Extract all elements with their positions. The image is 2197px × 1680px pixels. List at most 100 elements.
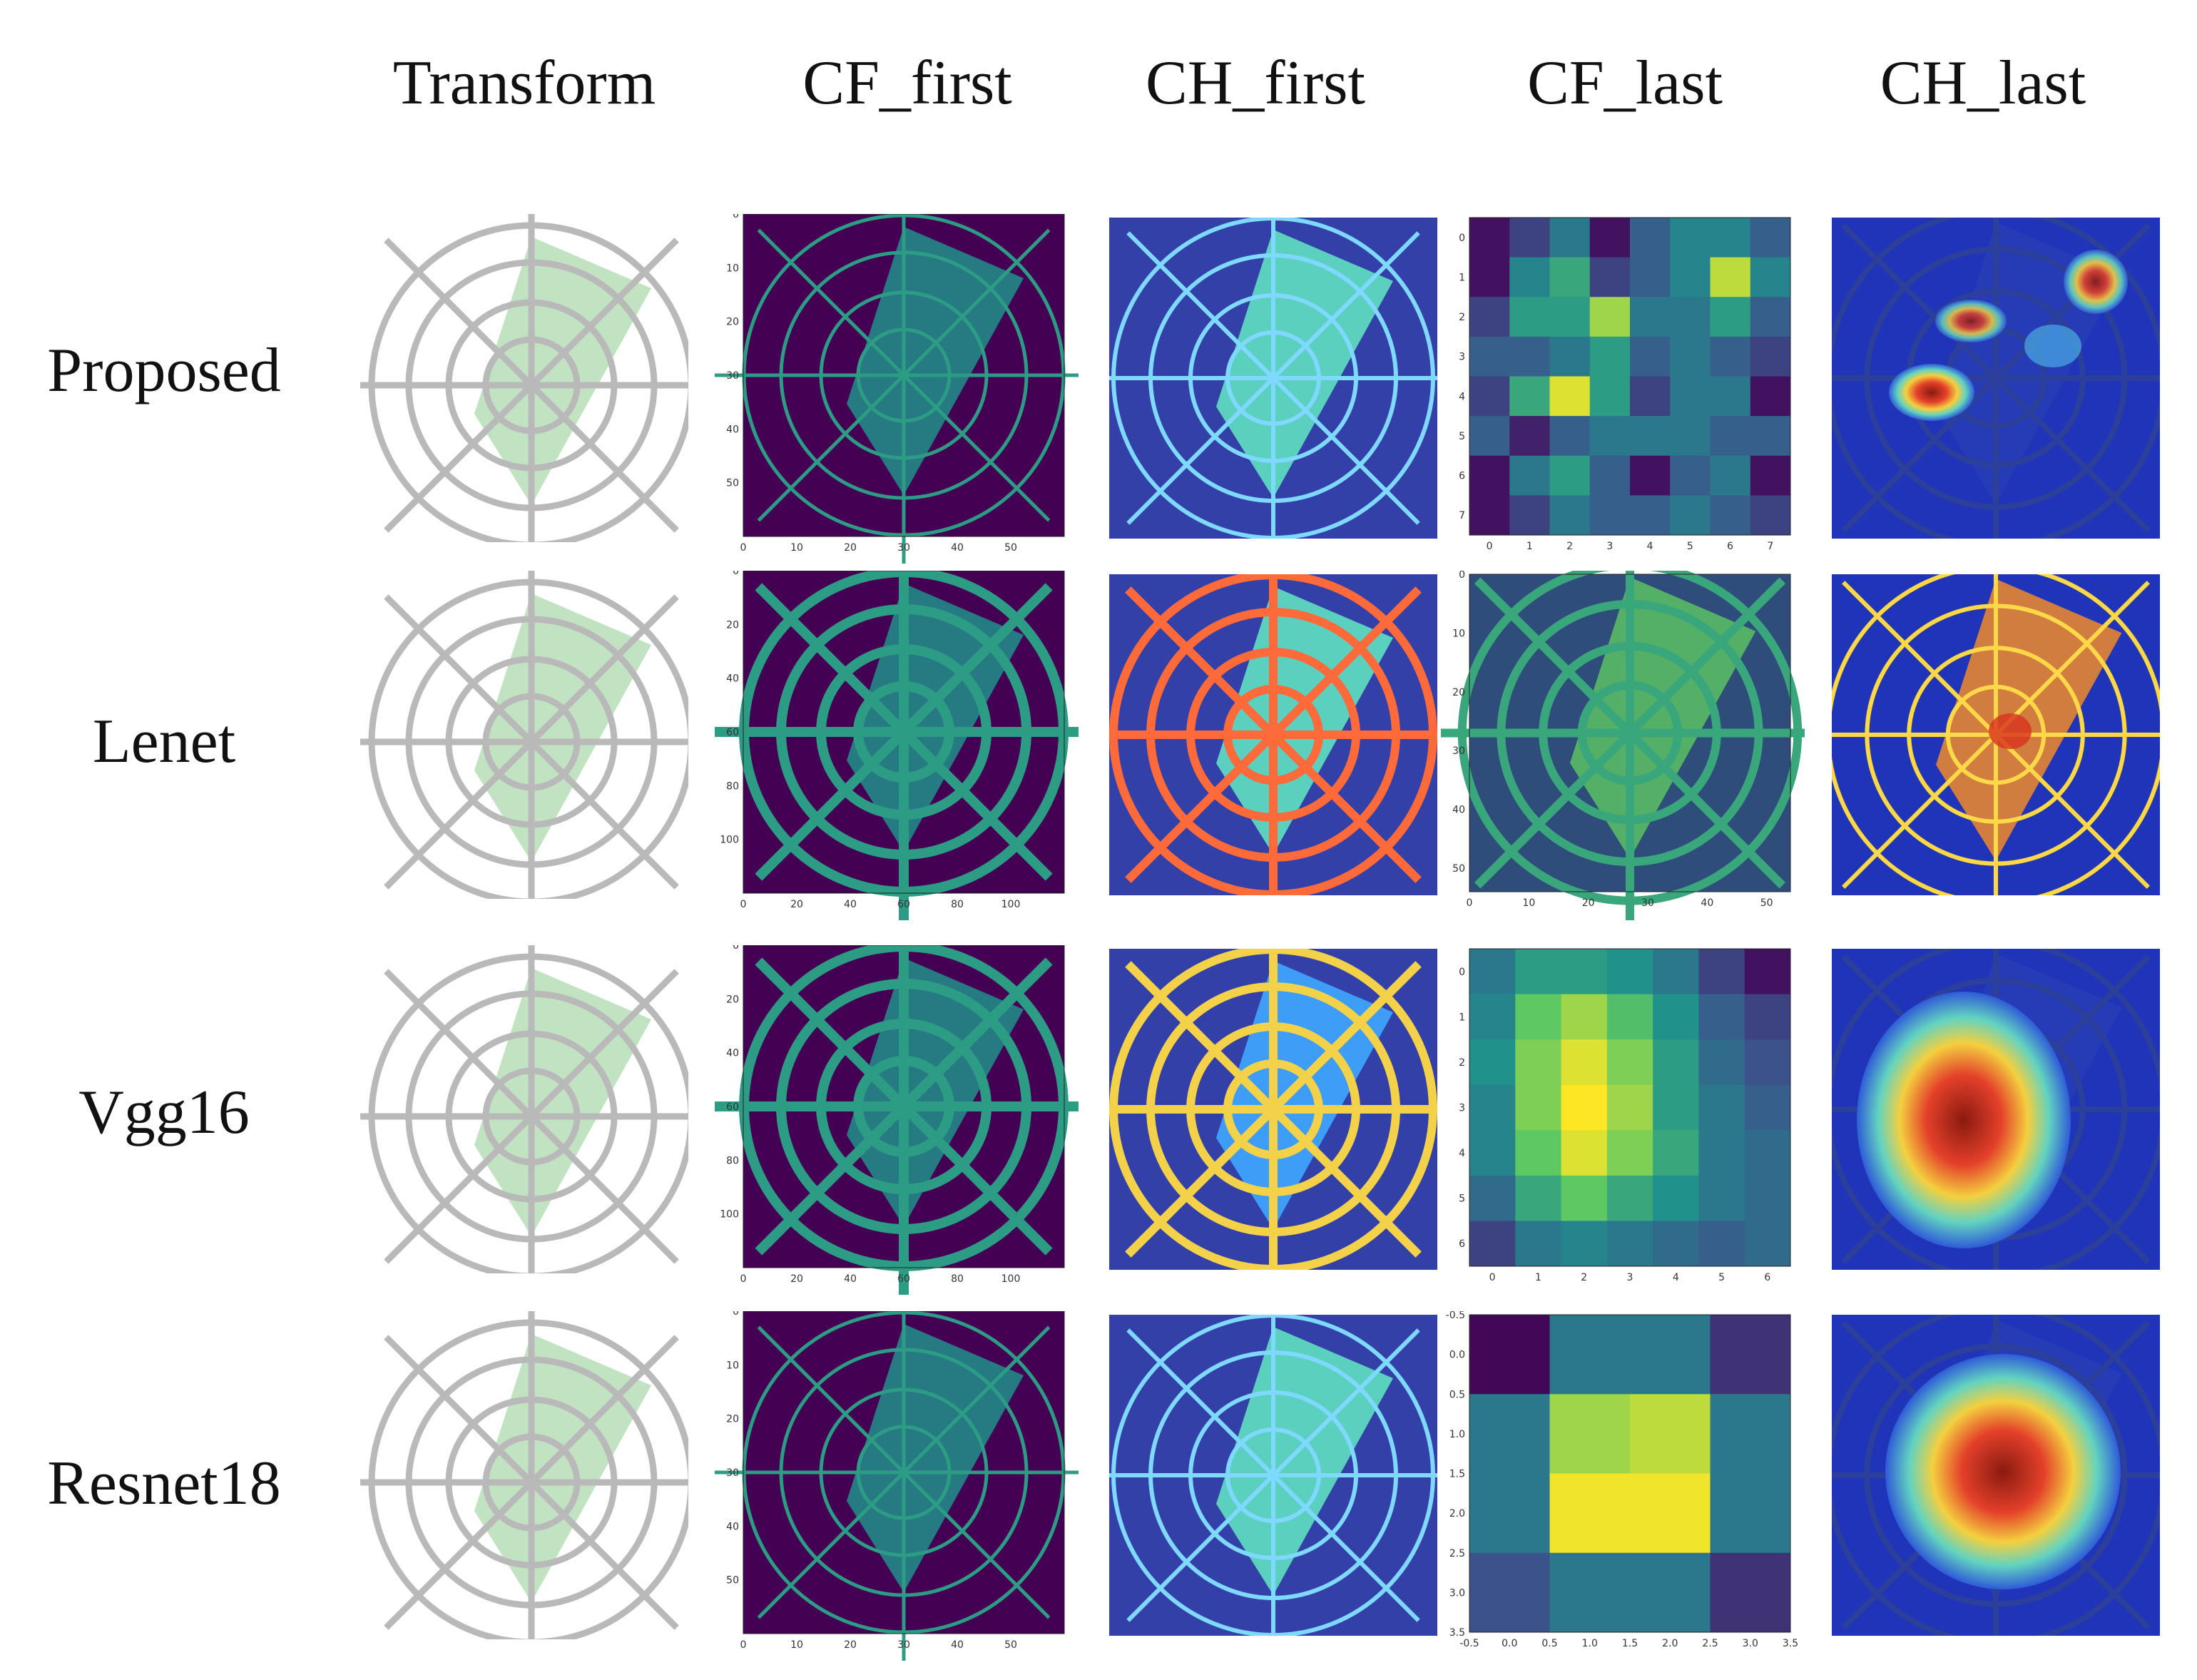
proposed-cf-first-xtick: 10 [790,542,803,554]
resnet18-cf-last-cell [1549,1473,1631,1554]
vgg16-transform-panel [360,945,688,1273]
resnet18-cf-first-ytick: 40 [726,1521,739,1532]
vgg16-cf-last-xtick: 3 [1627,1272,1633,1283]
proposed-transform-spoke-3 [384,238,679,533]
proposed-cf-last-cell [1469,257,1510,297]
vgg16-cf-first-xtick: 0 [740,1273,747,1285]
resnet18-cf-last-xtick: 1.0 [1582,1638,1598,1649]
vgg16-cf-first-ytick: 40 [726,1048,739,1059]
proposed-cf-first-xtick: 20 [844,542,857,554]
proposed-cf-last-ytick: 7 [1459,510,1465,521]
vgg16-cf-last-cell [1653,1130,1699,1176]
vgg16-cf-last-cell [1698,1084,1745,1131]
lenet-cf-last-ytick: 10 [1452,628,1465,639]
vgg16-ch-last-panel [1832,949,2160,1270]
vgg16-cf-first-spoke-3 [755,957,1053,1256]
column-header-cf-last: CF_last [1527,49,1723,118]
lenet-cf-last-ytick: 40 [1452,805,1465,816]
resnet18-ch-first-spoke-3 [1126,1328,1420,1622]
proposed-cf-last-cell [1589,336,1631,377]
proposed-cf-last-cell [1670,336,1711,377]
vgg16-cf-first-panel: 0 20 40 60 80 100 0 20 40 60 80 100 [715,945,1079,1295]
lenet-cf-last-panel: 0 10 20 30 40 50 0 10 20 30 40 50 [1441,571,1805,920]
proposed-cf-first-spoke-3 [757,228,1051,522]
proposed-cf-last-cell [1710,218,1751,258]
proposed-ch-last-panel [1832,218,2160,539]
vgg16-cf-last-cell [1698,1039,1745,1086]
vgg16-cf-last-cell [1744,1084,1791,1131]
vgg16-cf-last-cell [1515,1039,1562,1086]
row-label-lenet: Lenet [92,707,236,776]
vgg16-cf-last-cell [1653,949,1699,995]
resnet18-cf-last-ytick: -0.5 [1446,1311,1465,1321]
proposed-cf-last-cell [1469,495,1510,536]
proposed-cf-last-cell [1589,257,1631,297]
vgg16-cf-last-cell [1515,1221,1562,1267]
proposed-cf-first-ytick: 20 [726,317,739,328]
proposed-cf-last-cell [1710,297,1751,337]
resnet18-cf-last-cell [1549,1315,1631,1395]
proposed-cf-last-cell [1630,257,1671,297]
lenet-cf-first-ytick: 20 [726,619,739,631]
resnet18-ch-first-panel [1109,1315,1437,1636]
vgg16-cf-last-cell [1561,994,1608,1040]
proposed-cf-last-cell [1549,257,1591,297]
vgg16-cf-last-cell [1561,1039,1608,1086]
row-label-resnet18: Resnet18 [47,1449,281,1518]
vgg16-cf-last-cell [1653,1084,1699,1131]
vgg16-cf-last-ytick: 5 [1459,1193,1465,1205]
vgg16-cf-last-cell [1606,994,1653,1040]
resnet18-ch-last-hotspot [1885,1354,2121,1589]
resnet18-cf-first-xtick: 50 [1004,1639,1017,1651]
resnet18-cf-first-ytick: 30 [726,1467,739,1479]
vgg16-cf-last-cell [1606,1084,1653,1131]
resnet18-cf-last-cell [1549,1394,1631,1474]
proposed-cf-last-xtick: 5 [1687,541,1693,552]
vgg16-cf-last-cell [1469,1130,1516,1176]
vgg16-cf-first-ytick: 20 [726,994,739,1005]
resnet18-cf-last-panel: -0.5 0.0 0.5 1.0 1.5 2.0 2.5 3.0 3.5 -0.5 0.0 0.5 1.… [1441,1311,1805,1661]
lenet-cf-last-xtick: 10 [1522,897,1535,909]
proposed-cf-last-xtick: 0 [1487,541,1493,552]
row-label-proposed: Proposed [47,336,281,405]
vgg16-cf-last-cell [1606,1039,1653,1086]
vgg16-cf-last-xtick: 5 [1718,1272,1725,1283]
proposed-cf-first-xtick: 40 [951,542,964,554]
vgg16-cf-last-cell [1469,1221,1516,1267]
resnet18-cf-last-cell [1630,1552,1711,1633]
lenet-transform-panel [360,571,688,899]
lenet-cf-last-xtick: 0 [1467,897,1473,909]
vgg16-cf-last-ytick: 2 [1459,1057,1465,1069]
proposed-cf-last-cell [1750,376,1791,417]
proposed-cf-last-cell [1549,297,1591,337]
vgg16-cf-last-xtick: 0 [1489,1272,1496,1283]
resnet18-cf-last-cell [1469,1315,1550,1395]
proposed-cf-last-xtick: 4 [1647,541,1653,552]
proposed-cf-last-cell [1549,416,1591,457]
vgg16-cf-last-cell [1744,994,1791,1040]
proposed-cf-last-cell [1630,297,1671,337]
proposed-cf-last-cell [1549,376,1591,417]
proposed-cf-last-ytick: 1 [1459,272,1465,283]
column-header-ch-first: CH_first [1146,49,1365,118]
vgg16-cf-last-cell [1653,1039,1699,1086]
lenet-cf-first-xtick: 0 [740,899,747,910]
resnet18-cf-last-cell [1630,1473,1711,1554]
vgg16-cf-last-cell [1469,1084,1516,1131]
vgg16-cf-last-cell [1698,1221,1745,1267]
vgg16-cf-last-ytick: 3 [1459,1103,1465,1114]
vgg16-cf-last-cell [1561,949,1608,995]
vgg16-cf-first-ytick: 100 [720,1209,739,1221]
proposed-cf-last-cell [1670,257,1711,297]
vgg16-cf-last-cell [1653,994,1699,1040]
resnet18-cf-last-xtick: 0.5 [1541,1638,1557,1649]
lenet-ch-first-panel [1109,574,1437,895]
lenet-cf-last-xtick: 50 [1760,897,1773,909]
lenet-cf-first-panel: 0 20 40 60 80 100 0 20 40 60 80 100 [715,571,1079,920]
proposed-transform-panel [360,214,688,542]
lenet-cf-last-xtick: 30 [1641,897,1654,909]
proposed-cf-last-cell [1710,376,1751,417]
vgg16-cf-first-ytick: 0 [733,945,739,952]
resnet18-cf-last-ytick: 3.0 [1449,1587,1465,1599]
resnet18-cf-last-xtick: 0.0 [1502,1638,1517,1649]
